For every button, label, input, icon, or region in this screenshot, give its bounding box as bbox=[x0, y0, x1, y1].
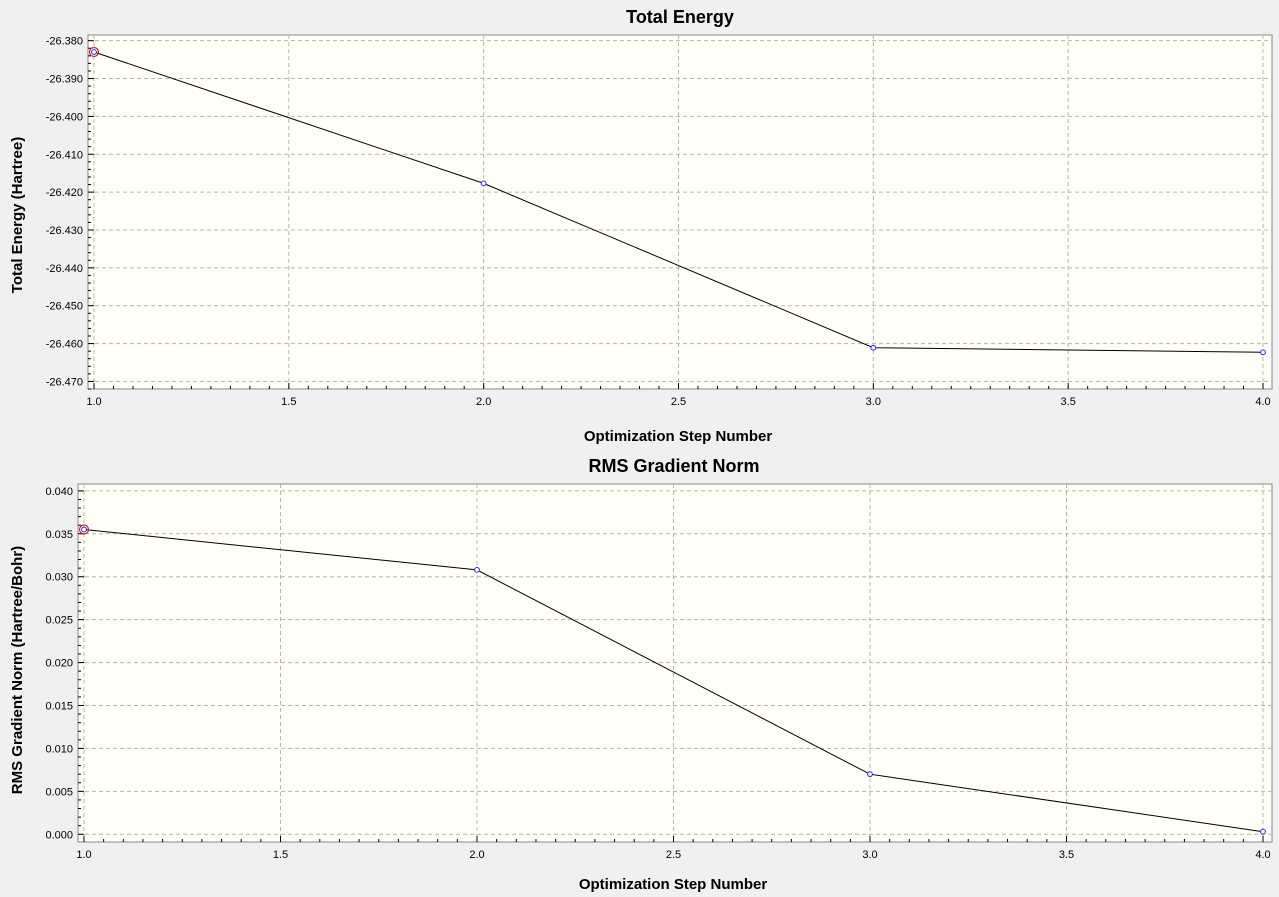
y-tick-label: -26.470 bbox=[46, 376, 83, 388]
x-tick-label: 3.0 bbox=[862, 849, 877, 861]
x-tick-label: 1.0 bbox=[86, 396, 101, 408]
selected-point-marker[interactable] bbox=[78, 524, 90, 535]
selected-point-marker[interactable] bbox=[88, 46, 100, 58]
x-tick-labels: 1.0 1.5 2.0 2.5 3.0 3.5 4.0 bbox=[76, 849, 1270, 861]
data-point[interactable] bbox=[474, 566, 480, 573]
x-tick-label: 1.5 bbox=[273, 849, 288, 861]
x-tick-label: 3.5 bbox=[1059, 849, 1074, 861]
y-axis-label: Total Energy (Hartree) bbox=[9, 137, 26, 293]
data-point[interactable] bbox=[91, 49, 97, 55]
y-tick-label: 0.000 bbox=[45, 829, 73, 841]
total-energy-chart[interactable]: Total Energy -26.380 -26.390 -26.400 -26.41… bbox=[0, 0, 1279, 450]
x-tick-label: 1.0 bbox=[76, 849, 91, 861]
x-tick-label: 2.5 bbox=[666, 849, 681, 861]
data-points[interactable] bbox=[88, 46, 1266, 356]
grid-lines bbox=[78, 484, 1272, 842]
y-tick-label: 0.035 bbox=[45, 529, 73, 541]
x-tick-label: 4.0 bbox=[1255, 396, 1270, 408]
x-tick-label: 3.0 bbox=[866, 396, 881, 408]
y-tick-label: -26.430 bbox=[46, 225, 83, 237]
data-point[interactable] bbox=[867, 771, 873, 778]
y-tick-label: -26.420 bbox=[46, 187, 83, 199]
series-polyline bbox=[83, 529, 1264, 833]
x-tick-label: 2.5 bbox=[671, 396, 686, 408]
y-tick-label: 0.020 bbox=[45, 658, 73, 670]
minor-ticks bbox=[78, 490, 1264, 842]
data-point[interactable] bbox=[81, 526, 87, 533]
x-tick-label: 1.5 bbox=[281, 396, 296, 408]
y-tick-label: -26.460 bbox=[46, 339, 83, 351]
y-tick-label: -26.390 bbox=[46, 74, 83, 86]
y-tick-label: 0.030 bbox=[45, 572, 73, 584]
y-tick-label: -26.440 bbox=[46, 263, 83, 275]
data-point[interactable] bbox=[480, 180, 487, 187]
y-tick-label: -26.410 bbox=[46, 149, 83, 161]
x-axis-label: Optimization Step Number bbox=[579, 876, 768, 893]
y-tick-label: 0.010 bbox=[45, 743, 73, 755]
series-polyline bbox=[93, 51, 1264, 353]
plot-area[interactable] bbox=[87, 34, 1273, 390]
x-tick-label: 4.0 bbox=[1255, 849, 1270, 861]
x-axis-label: Optimization Step Number bbox=[584, 428, 773, 445]
y-tick-label: -26.450 bbox=[46, 301, 83, 313]
y-tick-labels: 0.000 0.005 0.010 0.015 0.020 0.025 0.030 0.035… bbox=[45, 486, 73, 841]
x-tick-label: 2.0 bbox=[476, 396, 491, 408]
data-points[interactable] bbox=[78, 524, 1266, 835]
y-tick-label: 0.005 bbox=[45, 786, 73, 798]
x-tick-label: 2.0 bbox=[469, 849, 484, 861]
y-tick-label: 0.015 bbox=[45, 700, 73, 712]
series-line bbox=[93, 51, 1264, 353]
y-tick-label: -26.380 bbox=[46, 36, 83, 48]
y-tick-label: 0.040 bbox=[45, 486, 73, 498]
data-point[interactable] bbox=[1260, 828, 1266, 835]
x-tick-labels: 1.0 1.5 2.0 2.5 3.0 3.5 4.0 bbox=[86, 396, 1270, 408]
chart-title: RMS Gradient Norm bbox=[588, 456, 759, 476]
grid-lines bbox=[88, 35, 1272, 389]
y-axis-label: RMS Gradient Norm (Hartree/Bohr) bbox=[9, 546, 26, 794]
data-point[interactable] bbox=[1260, 349, 1266, 356]
series-line bbox=[83, 529, 1264, 833]
chart-title: Total Energy bbox=[626, 7, 734, 27]
minor-ticks bbox=[88, 40, 1264, 390]
y-tick-labels: -26.380 -26.390 -26.400 -26.410 -26.420 -26.4… bbox=[46, 36, 83, 389]
x-tick-label: 3.5 bbox=[1061, 396, 1076, 408]
y-tick-label: 0.025 bbox=[45, 615, 73, 627]
data-point[interactable] bbox=[870, 344, 877, 351]
y-tick-label: -26.400 bbox=[46, 111, 83, 123]
rms-gradient-chart[interactable]: RMS Gradient Norm 0.0000.0050.0100.0150.… bbox=[0, 450, 1279, 897]
